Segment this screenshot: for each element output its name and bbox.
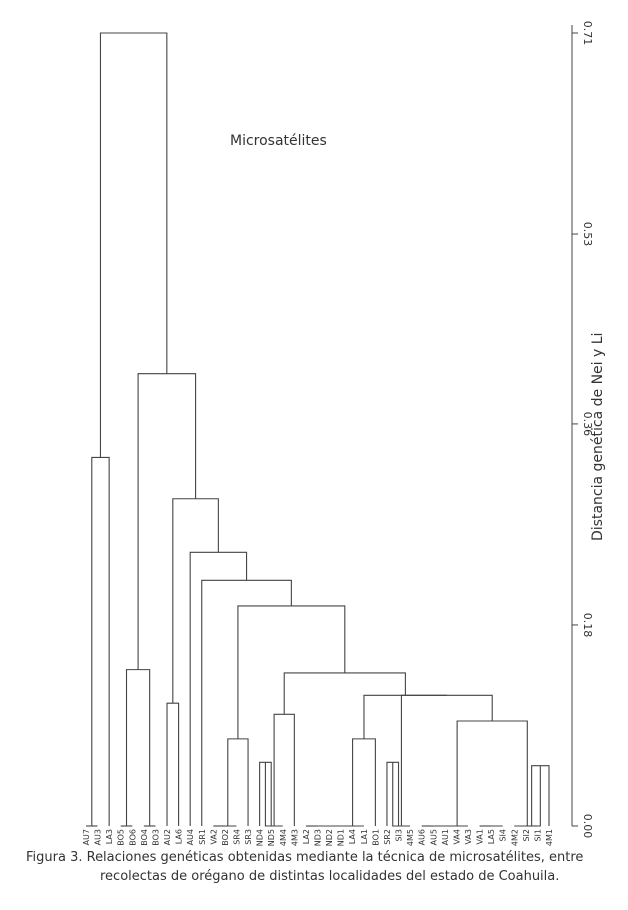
leaf-label-bo4: BO4 bbox=[140, 829, 149, 846]
leaf-label-bo1: BO1 bbox=[371, 829, 380, 846]
leaf-label-sr4: SR4 bbox=[232, 829, 241, 845]
dendrogram-link bbox=[352, 738, 376, 826]
dendrogram-link bbox=[283, 672, 406, 715]
leaf-label-4m2: 4M2 bbox=[510, 829, 519, 846]
dendrogram-link bbox=[91, 456, 110, 826]
leaf-label-si2: SI2 bbox=[522, 829, 531, 842]
y-tick-label: 0.36 bbox=[581, 412, 594, 437]
dendrogram-link bbox=[514, 765, 541, 827]
leaf-label-au5: AU5 bbox=[429, 829, 438, 845]
leaf-label-si1: SI1 bbox=[533, 829, 542, 842]
leaf-labels: AU7 AU3 LA3 BO5 BO6 BO4 BO3 AU2 LA6 AU4 SR1 VA2 BO2 S… bbox=[82, 829, 554, 846]
dendrogram-link bbox=[456, 720, 528, 826]
y-tick-label: 0.00 bbox=[581, 814, 594, 839]
leaf-label-bo6: BO6 bbox=[128, 829, 137, 846]
dendrogram-link bbox=[201, 579, 292, 826]
dendrogram-link bbox=[264, 762, 283, 827]
leaf-label-nd4: ND4 bbox=[256, 829, 265, 846]
leaf-label-au3: AU3 bbox=[94, 829, 103, 845]
dendrogram-link bbox=[392, 762, 411, 827]
leaf-label-va2: VA2 bbox=[209, 829, 218, 845]
leaf-label-nd5: ND5 bbox=[267, 829, 276, 846]
leaf-label-va1: VA1 bbox=[476, 829, 485, 845]
dendrogram-link bbox=[237, 605, 346, 739]
leaf-label-va4: VA4 bbox=[452, 829, 461, 845]
chart-title: Microsatélites bbox=[230, 133, 327, 149]
leaf-label-4m3: 4M3 bbox=[290, 829, 299, 846]
caption-line-1: Figura 3. Relaciones genéticas obtenidas… bbox=[26, 850, 584, 865]
leaf-label-au4: AU4 bbox=[186, 829, 195, 845]
dendrogram-links bbox=[86, 32, 550, 827]
leaf-label-4m4: 4M4 bbox=[279, 829, 288, 846]
leaf-label-bo5: BO5 bbox=[117, 829, 126, 846]
leaf-label-au2: AU2 bbox=[163, 829, 172, 845]
y-tick-label: 0.18 bbox=[581, 613, 594, 638]
leaf-label-4m1: 4M1 bbox=[545, 829, 554, 846]
leaf-label-la1: LA1 bbox=[360, 829, 369, 844]
leaf-label-nd2: ND2 bbox=[325, 829, 334, 846]
dendrogram-link bbox=[99, 32, 168, 458]
figure-caption: Figura 3. Relaciones genéticas obtenidas… bbox=[26, 848, 626, 886]
distance-axis: 0.00 0.18 0.36 0.53 0.71 bbox=[571, 21, 594, 839]
leaf-label-la3: LA3 bbox=[105, 829, 114, 844]
dendrogram-link bbox=[166, 702, 180, 826]
leaf-label-si3: SI3 bbox=[395, 829, 404, 842]
leaf-label-nd3: ND3 bbox=[314, 829, 323, 846]
leaf-label-si4: SI4 bbox=[499, 829, 508, 842]
leaf-label-au6: AU6 bbox=[418, 829, 427, 845]
y-tick-label: 0.71 bbox=[581, 21, 594, 46]
leaf-label-la4: LA4 bbox=[348, 829, 357, 844]
leaf-label-sr1: SR1 bbox=[198, 829, 207, 845]
dendrogram-link bbox=[273, 713, 295, 826]
leaf-label-bo3: BO3 bbox=[151, 829, 160, 846]
leaf-label-la6: LA6 bbox=[175, 829, 184, 844]
dendrogram-link bbox=[363, 694, 447, 739]
y-axis-label: Distancia genética de Nei y Li bbox=[590, 333, 606, 541]
dendrogram-link bbox=[227, 738, 249, 826]
leaf-label-sr3: SR3 bbox=[244, 829, 253, 845]
leaf-label-bo2: BO2 bbox=[221, 829, 230, 846]
leaf-label-va3: VA3 bbox=[464, 829, 473, 845]
leaf-label-au1: AU1 bbox=[441, 829, 450, 845]
dendrogram-link bbox=[400, 694, 493, 826]
dendrogram-link bbox=[125, 669, 151, 826]
leaf-label-sr2: SR2 bbox=[383, 829, 392, 845]
dendrogram-link bbox=[137, 373, 197, 670]
leaf-label-la2: LA2 bbox=[302, 829, 311, 844]
leaf-label-la5: LA5 bbox=[487, 829, 496, 844]
dendrogram-link bbox=[172, 498, 219, 704]
leaf-label-au7: AU7 bbox=[82, 829, 91, 845]
caption-line-2: recolectas de orégano de distintas local… bbox=[100, 869, 560, 884]
leaf-label-4m5: 4M5 bbox=[406, 829, 415, 846]
y-tick-label: 0.53 bbox=[581, 222, 594, 247]
leaf-label-nd1: ND1 bbox=[337, 829, 346, 846]
dendrogram-link bbox=[531, 765, 550, 826]
